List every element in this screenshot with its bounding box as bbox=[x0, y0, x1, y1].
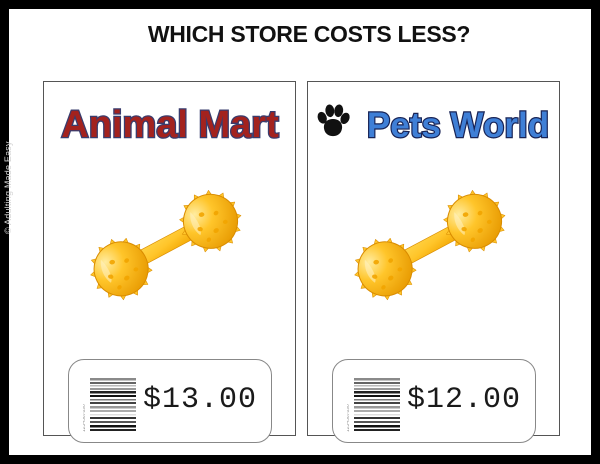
svg-text:Pets World: Pets World bbox=[367, 106, 549, 145]
svg-text:Animal Mart: Animal Mart bbox=[61, 104, 279, 146]
svg-text:1234567890: 1234567890 bbox=[347, 404, 351, 432]
svg-text:1234567890: 1234567890 bbox=[83, 404, 87, 432]
